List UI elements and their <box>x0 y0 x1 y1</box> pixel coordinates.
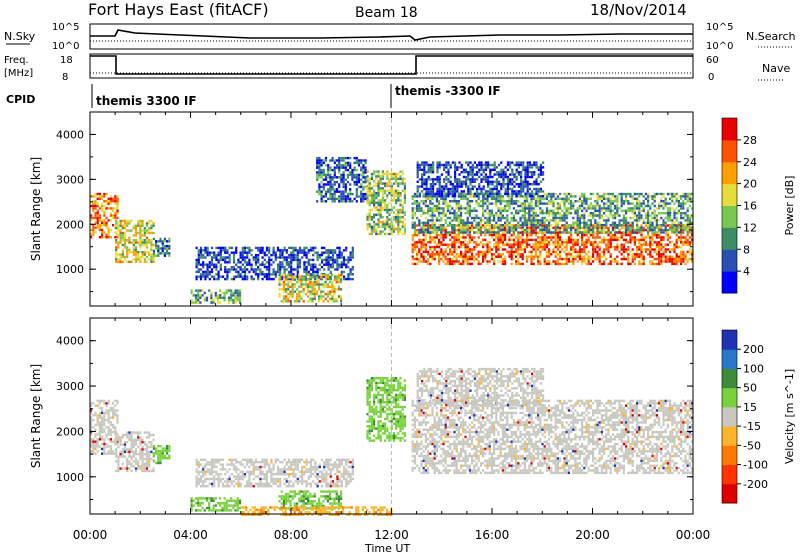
y-tick-label: 4000 <box>56 128 84 141</box>
station-title: Fort Hays East (fitACF) <box>88 0 269 19</box>
freq-tick-top: 18 <box>60 55 73 66</box>
x-tick-label: 16:00 <box>475 528 510 542</box>
colorbar-tick-label: 200 <box>743 343 764 356</box>
colorbar-swatch <box>722 387 737 408</box>
nsearch-tick-top: 10^5 <box>706 22 733 33</box>
echo-region <box>411 192 694 234</box>
colorbar-tick-label: 4 <box>743 265 750 278</box>
nave-label: Nave <box>762 62 790 75</box>
y-tick-label: 2000 <box>56 218 84 231</box>
beam-title: Beam 18 <box>355 5 418 21</box>
y-tick-label: 2000 <box>56 425 84 438</box>
cpid-panel: CPID themis 3300 IF themis -3300 IF <box>6 84 501 108</box>
x-tick-label: 08:00 <box>274 528 309 542</box>
colorbar-swatch <box>722 227 737 250</box>
colorbar-tick-label: 50 <box>743 382 757 395</box>
colorbar-tick-label: 20 <box>743 178 757 191</box>
colorbar-swatch <box>722 464 737 485</box>
colorbar-tick-label: 100 <box>743 362 764 375</box>
y-tick-label: 4000 <box>56 335 84 348</box>
echo-region <box>90 192 119 239</box>
colorbar-swatch <box>722 445 737 466</box>
nave-tick-bottom: 0 <box>708 72 714 83</box>
x-tick-label: 12:00 <box>374 528 409 542</box>
nsearch-tick-bottom: 10^0 <box>706 41 733 52</box>
echo-region <box>416 161 545 198</box>
colorbar-label: Power [dB] <box>783 176 796 236</box>
nsearch-label: N.Search <box>746 30 796 43</box>
time-axis: 00:00 04:00 08:00 12:00 16:00 20:00 00:00 <box>73 528 711 542</box>
echo-region <box>240 506 393 516</box>
power-panel: 1000 2000 3000 4000 Slant Range [km] 4 8 12 16 20… <box>29 111 796 307</box>
x-tick-label: 04:00 <box>173 528 208 542</box>
colorbar-tick-label: -200 <box>743 478 768 491</box>
y-axis-label: Slant Range [km] <box>29 364 43 468</box>
echo-region <box>115 219 155 263</box>
colorbar-tick-label: 15 <box>743 401 757 414</box>
echo-region <box>90 399 119 455</box>
nave-tick-top: 60 <box>706 55 719 66</box>
colorbar-swatch <box>722 271 737 294</box>
echo-region <box>411 399 694 475</box>
nsky-tick-top: 10^5 <box>52 22 79 33</box>
nsky-label: N.Sky <box>4 30 36 43</box>
echo-region <box>316 156 367 203</box>
x-tick-label: 00:00 <box>676 528 711 542</box>
colorbar-tick-label: 24 <box>743 156 757 169</box>
colorbar-tick-label: 12 <box>743 221 757 234</box>
date-title: 18/Nov/2014 <box>590 1 687 19</box>
x-tick-label: 00:00 <box>73 528 108 542</box>
y-tick-label: 1000 <box>56 471 84 484</box>
y-tick-label: 3000 <box>56 173 84 186</box>
echo-region <box>366 170 406 236</box>
colorbar-swatch <box>722 406 737 427</box>
colorbar-swatch <box>722 183 737 206</box>
colorbar-swatch <box>722 139 737 163</box>
echo-region <box>416 367 545 407</box>
echo-region <box>115 431 155 473</box>
echo-region <box>190 497 242 512</box>
colorbar-swatch <box>722 368 737 389</box>
colorbar-tick-label: -15 <box>743 420 761 433</box>
colorbar-swatch <box>722 426 737 446</box>
freq-label-line2: [MHz] <box>4 68 33 79</box>
colorbar-swatch <box>722 349 737 369</box>
cpid-segment-2: themis -3300 IF <box>395 84 501 98</box>
x-tick-label: 20:00 <box>575 528 610 542</box>
nsky-tick-bottom: 10^0 <box>52 41 79 52</box>
echo-region <box>278 273 343 303</box>
colorbar-tick-label: 16 <box>743 200 757 213</box>
colorbar-tick-label: -100 <box>743 459 768 472</box>
cpid-segment-1: themis 3300 IF <box>96 94 197 108</box>
colorbar-tick-label: -50 <box>743 439 761 452</box>
freq-trace <box>90 55 693 75</box>
colorbar-swatch <box>722 205 737 228</box>
cpid-label: CPID <box>6 93 35 106</box>
colorbar-tick-label: 8 <box>743 243 750 256</box>
colorbar-label: Velocity [m s^-1] <box>783 369 796 464</box>
velocity-panel: 1000 2000 3000 4000 Slant Range [km] 200 100 50… <box>29 317 796 516</box>
nsky-trace <box>90 29 693 41</box>
freq-tick-bottom: 8 <box>62 72 68 83</box>
y-tick-label: 1000 <box>56 263 84 276</box>
colorbar-swatch <box>722 249 737 272</box>
echo-region <box>195 458 354 488</box>
colorbar-swatch <box>722 161 737 185</box>
colorbar-tick-label: 28 <box>743 134 757 147</box>
echo-region <box>152 237 171 257</box>
y-tick-label: 3000 <box>56 380 84 393</box>
colorbar-swatch <box>722 118 737 141</box>
colorbar-swatch <box>722 330 737 350</box>
freq-label-line1: Freq. <box>4 55 29 66</box>
colorbar-swatch <box>722 483 737 504</box>
nsky-panel: N.Sky 10^5 10^0 10^5 10^0 N.Search <box>4 22 796 52</box>
y-axis-label: Slant Range [km] <box>29 157 43 261</box>
xaxis-label: Time UT <box>364 542 410 554</box>
freq-panel: Freq. [MHz] 18 8 60 0 Nave <box>4 53 790 83</box>
echo-region <box>190 289 242 304</box>
echo-region <box>152 445 171 465</box>
